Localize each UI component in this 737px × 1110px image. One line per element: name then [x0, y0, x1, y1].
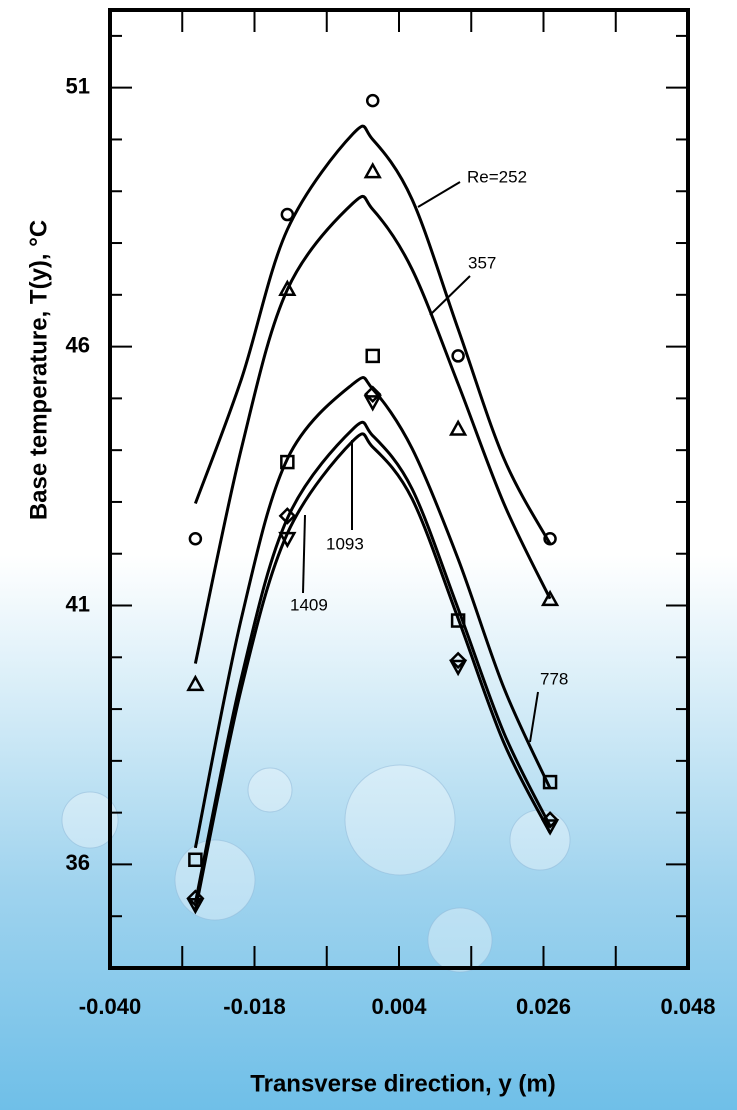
x-tick-label: 0.048 — [660, 994, 715, 1019]
drop — [175, 840, 255, 920]
leader-line — [303, 515, 305, 593]
point — [282, 209, 293, 220]
fit-curve — [195, 126, 550, 544]
drop — [510, 810, 570, 870]
point — [367, 350, 379, 362]
point — [190, 533, 201, 544]
drop — [428, 908, 492, 972]
x-tick-label: 0.004 — [371, 994, 427, 1019]
leader-line — [530, 692, 538, 742]
y-axis-title: Base temperature, T(y), °C — [25, 220, 52, 520]
curve-label: 357 — [468, 253, 496, 272]
x-axis-title: Transverse direction, y (m) — [250, 1070, 555, 1097]
point — [451, 422, 465, 435]
drop — [345, 765, 455, 875]
page: Transverse direction, y (m) Base tempera… — [0, 0, 737, 1110]
y-tick-label: 51 — [66, 73, 90, 98]
point — [188, 677, 202, 690]
curve-label: Re=252 — [467, 167, 527, 186]
x-tick-label: -0.018 — [223, 994, 285, 1019]
y-tick-label: 46 — [66, 332, 90, 357]
point — [453, 350, 464, 361]
x-tick-label: -0.040 — [79, 994, 141, 1019]
curve-label: 1093 — [326, 534, 364, 553]
curve-label: 778 — [540, 669, 568, 688]
chart: Transverse direction, y (m) Base tempera… — [0, 0, 737, 1110]
y-tick-label: 36 — [66, 850, 90, 875]
y-tick-label: 41 — [66, 591, 90, 616]
point — [366, 165, 380, 178]
background-drops — [62, 765, 570, 972]
drop — [248, 768, 292, 812]
leader-line — [418, 182, 460, 207]
point — [367, 95, 378, 106]
x-tick-label: 0.026 — [516, 994, 571, 1019]
curve-label: 1409 — [290, 595, 328, 614]
